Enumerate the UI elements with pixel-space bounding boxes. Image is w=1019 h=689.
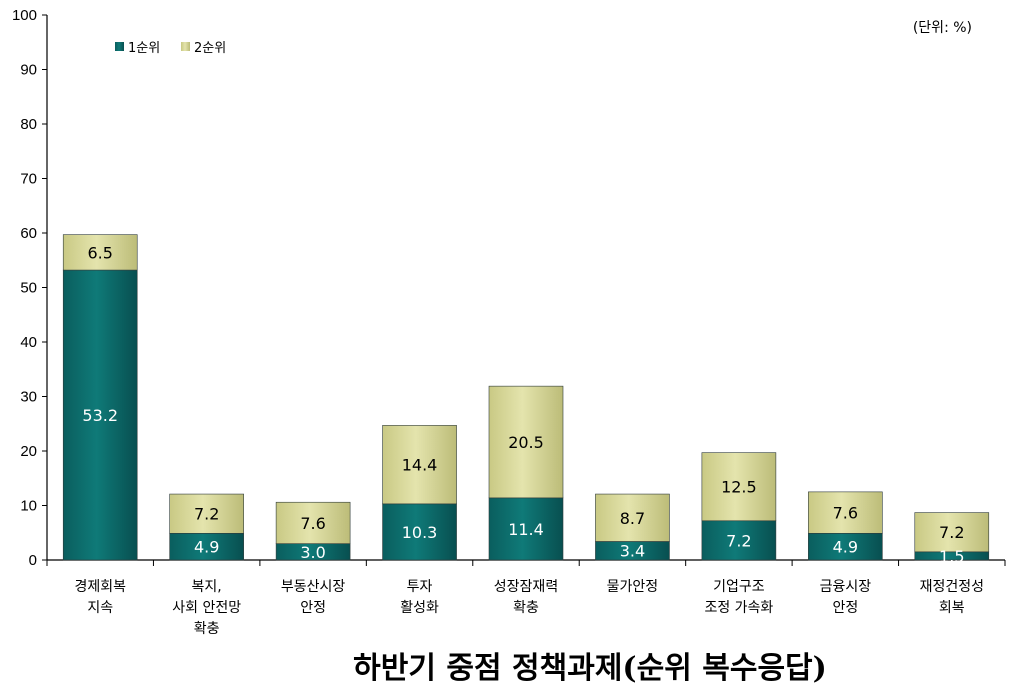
y-tick-label: 70 <box>20 171 37 188</box>
category-label-line: 조정 가속화 <box>704 600 773 616</box>
category-label-line: 지속 <box>87 600 113 616</box>
data-label-series-2: 7.2 <box>194 505 219 524</box>
category-label-line: 투자 <box>407 579 433 595</box>
bar-segment-series-2 <box>595 493 670 542</box>
bar-segment-series-1 <box>169 532 244 561</box>
bar-segment-series-2 <box>488 385 564 499</box>
bar-segment-series-2 <box>808 491 883 534</box>
y-tick-label: 30 <box>20 389 37 406</box>
data-label-series-2: 8.7 <box>620 509 645 528</box>
category-label-line: 복지, <box>192 579 222 595</box>
category-label-line: 물가안정 <box>607 579 659 595</box>
category-label-line: 사회 안전망 <box>172 600 241 616</box>
bar-segment-series-1 <box>382 503 457 561</box>
data-label-series-1: 3.4 <box>620 542 645 561</box>
bar-segment-series-2 <box>382 425 457 505</box>
legend-label-series-1: 1순위 <box>128 41 160 56</box>
data-label-series-1: 11.4 <box>508 520 544 539</box>
category-label-line: 재정건정성 <box>920 579 984 595</box>
category-label-line: 활성화 <box>400 600 439 616</box>
category-label-line: 안정 <box>832 600 858 616</box>
category-label-line: 안정 <box>300 600 326 616</box>
category-label-line: 확충 <box>513 600 539 616</box>
bar-segment-series-2 <box>62 234 138 271</box>
category-label-line: 기업구조 <box>713 579 765 595</box>
legend-label-series-2: 2순위 <box>194 41 226 56</box>
bar-segment-series-2 <box>169 493 244 534</box>
category-label-line: 회복 <box>939 600 965 616</box>
data-label-series-1: 53.2 <box>82 406 118 425</box>
legend: 1순위 2순위 <box>115 41 226 56</box>
data-label-series-1: 7.2 <box>726 531 751 550</box>
data-label-series-1: 1.5 <box>939 547 964 566</box>
data-label-series-2: 7.2 <box>939 523 964 542</box>
category-label-line: 확충 <box>194 621 220 637</box>
data-label-series-1: 3.0 <box>300 543 325 562</box>
data-label-series-1: 4.9 <box>833 538 858 557</box>
y-tick-label: 60 <box>20 225 37 242</box>
data-labels: 53.2 6.5 4.9 7.2 3.0 7.6 10.3 14.4 11.4 20.5 3.4 8.… <box>82 243 964 566</box>
y-tick-label: 50 <box>20 280 37 297</box>
y-tick-label: 20 <box>20 443 37 460</box>
category-label-line: 금융시장 <box>820 579 872 595</box>
bar-segment-series-2 <box>275 501 351 544</box>
bars <box>62 234 990 561</box>
bar-segment-series-1 <box>701 520 777 561</box>
y-tick-label: 10 <box>20 498 37 515</box>
category-label-line: 경제회복 <box>74 579 126 595</box>
bar-segment-series-1 <box>488 497 564 561</box>
bar-segment-series-1 <box>808 532 883 561</box>
bar-segment-series-2 <box>701 452 777 522</box>
data-label-series-2: 14.4 <box>402 456 438 475</box>
data-label-series-1: 4.9 <box>194 538 219 557</box>
data-label-series-2: 6.5 <box>87 243 112 262</box>
y-tick-label: 40 <box>20 334 37 351</box>
data-label-series-1: 10.3 <box>402 523 438 542</box>
data-label-series-2: 7.6 <box>300 514 325 533</box>
category-label-line: 부동산시장 <box>281 579 346 595</box>
chart-title: 하반기 중점 정책과제(순위 복수응답) <box>353 651 827 686</box>
legend-swatch-series-1 <box>115 42 124 51</box>
data-label-series-2: 12.5 <box>721 478 757 497</box>
category-label: 물가안정 <box>607 579 659 595</box>
legend-swatch-series-2 <box>181 42 190 51</box>
category-label-line: 성장잠재력 <box>494 579 558 595</box>
data-label-series-2: 7.6 <box>833 504 858 523</box>
data-label-series-2: 20.5 <box>508 433 544 452</box>
y-tick-label: 100 <box>12 7 37 24</box>
y-tick-label: 80 <box>20 116 37 133</box>
bar-segment-series-2 <box>914 512 990 553</box>
bar-segment-series-1 <box>62 269 138 561</box>
y-tick-label: 0 <box>29 552 37 569</box>
y-tick-label: 90 <box>20 62 37 79</box>
unit-label: (단위: %) <box>913 20 972 36</box>
